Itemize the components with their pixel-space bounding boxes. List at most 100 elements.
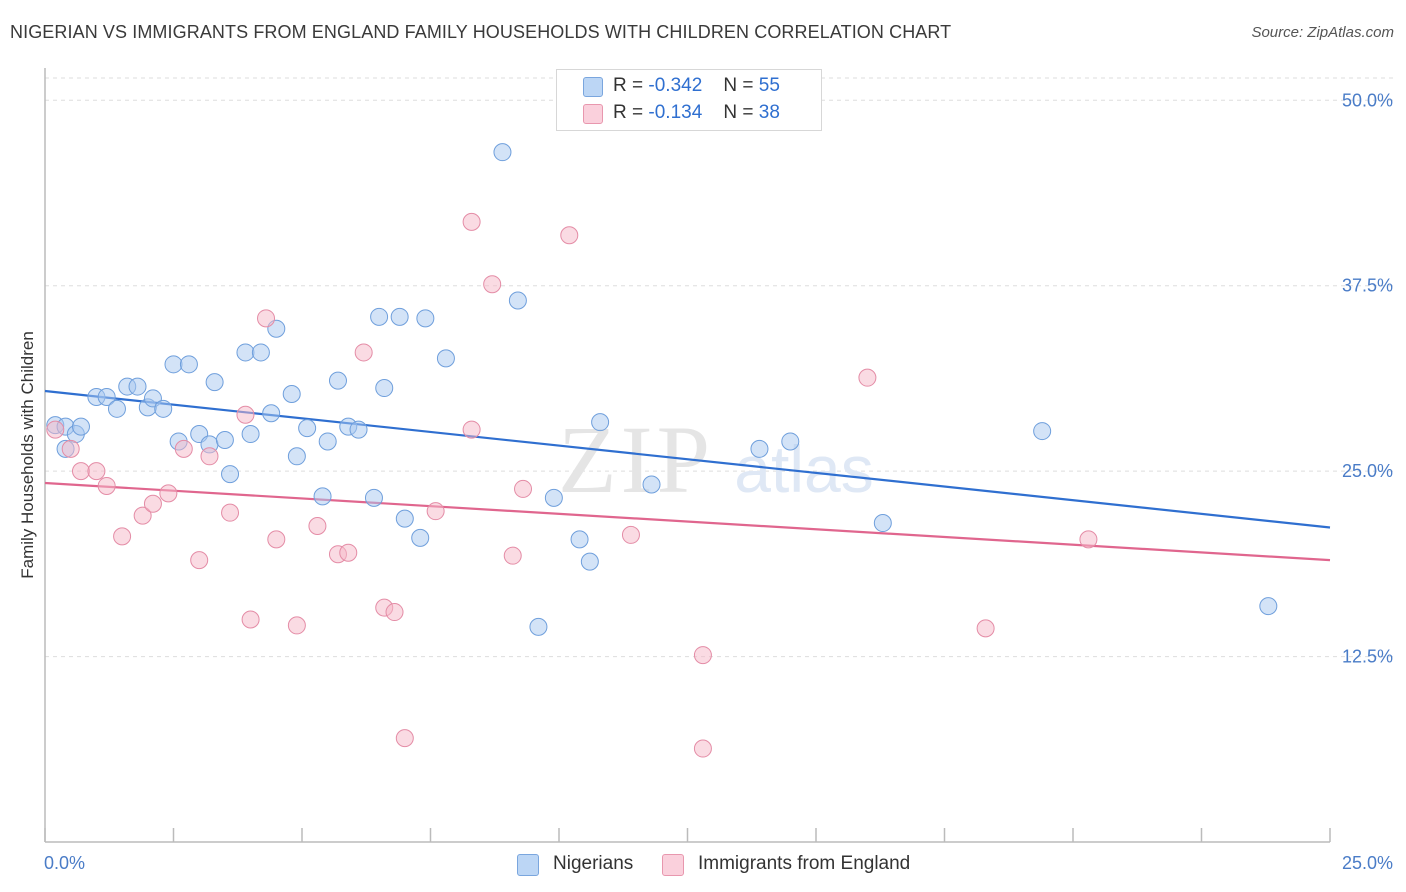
data-point-nigerians xyxy=(236,343,255,362)
data-point-england xyxy=(143,494,162,513)
trend-lines xyxy=(44,389,1331,562)
data-point-england xyxy=(560,226,579,245)
data-point-england xyxy=(621,525,640,544)
data-point-nigerians xyxy=(416,309,435,328)
data-point-england xyxy=(385,603,404,622)
data-point-england xyxy=(190,551,209,570)
legend-r-value: -0.342 xyxy=(648,75,703,96)
data-point-england xyxy=(395,729,414,748)
legend-r-value: -0.134 xyxy=(648,102,703,123)
bottom-legend-swatch-england xyxy=(662,854,684,876)
legend-swatch-nigerians xyxy=(583,77,603,97)
legend-n-value: 55 xyxy=(758,75,780,96)
data-point-nigerians xyxy=(1033,422,1052,441)
data-point-nigerians xyxy=(1259,597,1278,616)
chart-source[interactable]: Source: ZipAtlas.com xyxy=(1251,24,1394,41)
data-point-nigerians xyxy=(544,488,563,507)
bottom-legend-label-england: Immigrants from England xyxy=(698,853,911,874)
legend-r-label: R = xyxy=(613,75,644,96)
data-point-nigerians xyxy=(154,399,173,418)
data-point-england xyxy=(257,309,276,328)
data-point-nigerians xyxy=(375,379,394,398)
y-tick-label: 12.5% xyxy=(1342,647,1393,667)
data-point-england xyxy=(133,506,152,525)
legend-n-label: N = xyxy=(723,75,754,96)
data-point-nigerians xyxy=(364,488,383,507)
trend-line-nigerians xyxy=(44,389,1331,529)
stats-legend: R = -0.342 N = 55 R = -0.134 N = 38 xyxy=(556,69,822,131)
data-point-nigerians xyxy=(591,413,610,432)
data-point-nigerians xyxy=(529,617,548,636)
y-tick-label: 37.5% xyxy=(1342,276,1393,296)
tick-labels: 12.5% 25.0% 37.5% 50.0% 0.0% 25.0% xyxy=(44,90,1393,873)
data-point-england xyxy=(976,619,995,638)
data-point-england xyxy=(693,739,712,758)
data-point-nigerians xyxy=(436,349,455,368)
data-point-england xyxy=(514,479,533,498)
data-point-england xyxy=(1079,530,1098,549)
data-point-nigerians xyxy=(71,417,90,436)
data-point-england xyxy=(426,502,445,521)
legend-n-value: 38 xyxy=(758,102,780,123)
data-point-nigerians xyxy=(128,377,147,396)
data-point-england xyxy=(221,503,240,522)
data-point-england xyxy=(354,343,373,362)
data-point-england xyxy=(693,646,712,665)
data-point-nigerians xyxy=(395,509,414,528)
data-point-nigerians xyxy=(251,343,270,362)
data-point-nigerians xyxy=(580,552,599,571)
data-point-nigerians xyxy=(313,487,332,506)
data-point-nigerians xyxy=(215,430,234,449)
data-point-nigerians xyxy=(179,355,198,374)
data-point-nigerians xyxy=(642,475,661,494)
legend-r-label: R = xyxy=(613,102,644,123)
data-point-nigerians xyxy=(282,384,301,403)
data-point-nigerians xyxy=(390,307,409,326)
legend-n-label: N = xyxy=(723,102,754,123)
data-point-nigerians xyxy=(298,419,317,438)
data-point-nigerians xyxy=(107,399,126,418)
data-point-nigerians xyxy=(750,439,769,458)
trend-line-england xyxy=(44,481,1331,562)
data-point-england xyxy=(339,543,358,562)
y-tick-label: 25.0% xyxy=(1342,461,1393,481)
y-tick-label: 50.0% xyxy=(1342,90,1393,110)
data-point-nigerians xyxy=(349,420,368,439)
data-point-england xyxy=(236,405,255,424)
data-point-nigerians xyxy=(570,530,589,549)
data-point-nigerians xyxy=(493,143,512,162)
data-point-nigerians xyxy=(508,291,527,310)
data-point-england xyxy=(462,212,481,231)
data-point-england xyxy=(200,447,219,466)
data-point-england xyxy=(174,439,193,458)
data-point-england xyxy=(241,610,260,629)
data-point-nigerians xyxy=(262,404,281,423)
data-point-nigerians xyxy=(328,371,347,390)
data-point-nigerians xyxy=(221,465,240,484)
axes xyxy=(44,68,1331,843)
data-point-nigerians xyxy=(781,432,800,451)
data-point-england xyxy=(61,439,80,458)
chart-title: NIGERIAN VS IMMIGRANTS FROM ENGLAND FAMI… xyxy=(10,22,952,42)
data-points xyxy=(46,143,1278,758)
x-tick-label: 25.0% xyxy=(1342,853,1393,873)
data-point-england xyxy=(462,420,481,439)
data-point-england xyxy=(159,484,178,503)
data-point-england xyxy=(858,368,877,387)
data-point-england xyxy=(71,462,90,481)
data-point-nigerians xyxy=(370,307,389,326)
data-point-england xyxy=(503,546,522,565)
data-point-england xyxy=(113,527,132,546)
legend-swatch-england xyxy=(583,104,603,124)
gridlines xyxy=(45,77,1395,658)
data-point-nigerians xyxy=(164,355,183,374)
data-point-nigerians xyxy=(97,387,116,406)
data-point-england xyxy=(97,476,116,495)
data-point-england xyxy=(483,275,502,294)
data-point-england xyxy=(87,462,106,481)
data-point-england xyxy=(46,420,65,439)
bottom-legend-swatch-nigerians xyxy=(517,854,539,876)
data-point-nigerians xyxy=(411,528,430,547)
data-point-nigerians xyxy=(241,425,260,444)
